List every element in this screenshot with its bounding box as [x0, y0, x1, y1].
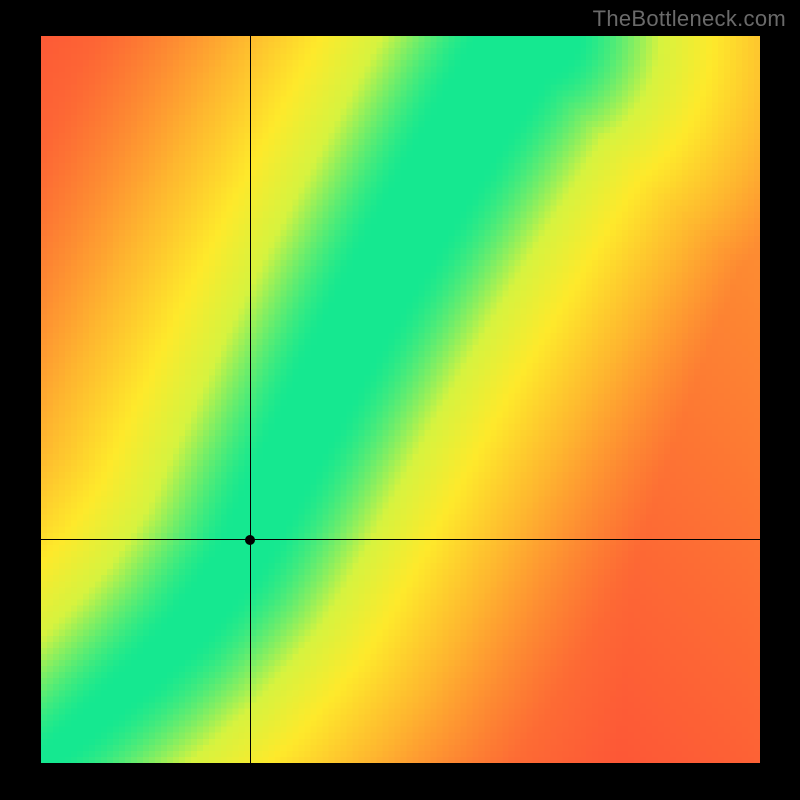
crosshair-vertical	[250, 36, 251, 763]
heatmap-canvas	[41, 36, 760, 763]
crosshair-marker	[245, 535, 255, 545]
root-container: TheBottleneck.com	[0, 0, 800, 800]
watermark-text: TheBottleneck.com	[593, 6, 786, 32]
crosshair-horizontal	[41, 539, 760, 540]
heatmap-plot-area	[41, 36, 760, 763]
